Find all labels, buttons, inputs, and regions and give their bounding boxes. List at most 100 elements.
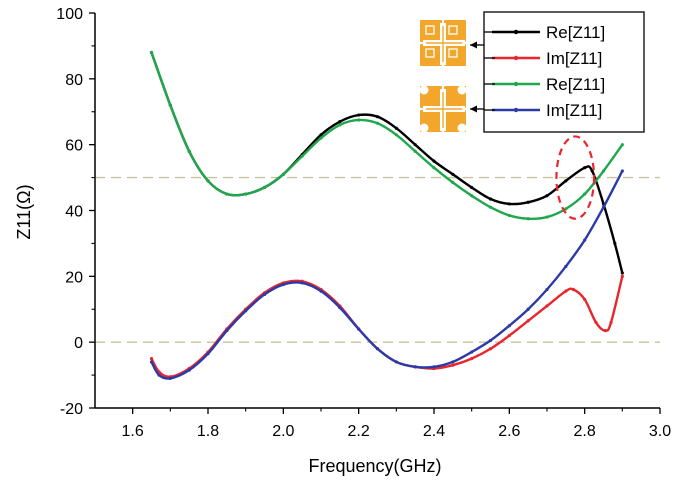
series-3-point-14 — [394, 360, 398, 364]
series-3-point-22 — [545, 287, 549, 292]
series-3-point-20 — [507, 324, 511, 328]
series-3-point-5 — [225, 329, 229, 333]
series-0-point-26 — [613, 241, 617, 246]
y-tick-label-3: 40 — [65, 204, 83, 221]
antenna-element-icon-a-quadrant-2 — [420, 44, 442, 66]
y-tick-label-5: 80 — [65, 72, 83, 89]
y-tick-label-2: 20 — [65, 269, 83, 286]
antenna-element-icon-a-inner-2 — [425, 48, 435, 58]
series-2-point-8 — [300, 154, 304, 158]
series-3-point-25 — [601, 205, 606, 209]
series-layer — [149, 50, 624, 380]
legend-marker-1 — [513, 55, 519, 61]
legend-arrow-b-head — [470, 105, 477, 113]
y-tick-label-0: -20 — [60, 401, 83, 418]
series-2-point-22 — [564, 207, 568, 211]
series-2-point-3 — [206, 179, 210, 183]
series-0-point-9 — [319, 133, 323, 137]
series-1-point-21 — [526, 319, 530, 323]
series-1-point-18 — [470, 357, 474, 361]
series-3-point-17 — [451, 360, 455, 364]
series-3-point-3 — [187, 368, 191, 372]
series-2-point-25 — [620, 143, 624, 147]
x-tick-label-0: 1.6 — [122, 423, 144, 440]
series-2-point-7 — [281, 172, 285, 176]
series-3-point-11 — [338, 306, 342, 310]
series-3-point-16 — [432, 365, 436, 369]
series-2-point-6 — [262, 185, 267, 190]
series-3-point-26 — [620, 169, 624, 173]
antenna-element-icon-b-notch-1 — [457, 85, 467, 95]
antenna-element-icon-a — [420, 20, 466, 66]
series-3-point-8 — [281, 282, 285, 287]
legend-label-1: Im[Z11] — [546, 49, 602, 68]
legend: Re[Z11] Im[Z11] Re[Z11] Im[Z11] — [419, 11, 645, 133]
series-1-point-27 — [603, 329, 607, 333]
series-1-point-24 — [571, 287, 575, 292]
series-0-point-27 — [620, 271, 624, 275]
legend-label-0: Re[Z11] — [546, 23, 605, 42]
series-0-point-10 — [338, 120, 342, 124]
series-3-point-15 — [413, 365, 417, 369]
series-2-point-20 — [526, 217, 530, 221]
series-1-point-22 — [545, 304, 549, 308]
annotation-layer — [555, 135, 596, 220]
series-2-point-18 — [488, 205, 493, 209]
series-0-point-22 — [564, 179, 568, 183]
antenna-element-icon-a-quadrant-3 — [444, 44, 466, 66]
series-3 — [149, 169, 624, 380]
series-3-point-6 — [244, 309, 248, 313]
series-1-point-26 — [594, 320, 598, 325]
series-0-point-13 — [394, 126, 398, 130]
series-0-point-20 — [526, 200, 530, 204]
x-tick-label-1: 1.8 — [197, 423, 219, 440]
series-0-point-14 — [413, 143, 417, 147]
antenna-element-icon-a-inner-3 — [448, 48, 458, 58]
series-3-point-0 — [149, 360, 154, 364]
legend-label-3: Im[Z11] — [546, 101, 602, 120]
series-3-point-12 — [357, 327, 361, 331]
antenna-element-icon-b-notch-0 — [419, 85, 429, 95]
x-tick-label-7: 3.0 — [649, 423, 671, 440]
y-axis-title: Z11(Ω) — [14, 184, 34, 239]
series-1-point-23 — [564, 289, 568, 293]
series-2-point-16 — [451, 180, 455, 185]
y-tick-label-1: 0 — [74, 335, 83, 352]
series-2-point-23 — [583, 192, 587, 196]
series-2-point-4 — [225, 192, 229, 196]
legend-arrow-a-head — [470, 41, 477, 49]
series-3-point-18 — [470, 350, 474, 354]
x-tick-label-3: 2.2 — [348, 423, 370, 440]
axes: 1.6 1.8 2.0 2.2 2.4 2.6 2.8 3.0 -20 0 20 40 60 80 100 — [56, 6, 671, 440]
x-tick-label-2: 2.0 — [272, 423, 294, 440]
series-3-point-21 — [526, 307, 530, 311]
series-2-point-1 — [168, 103, 172, 107]
legend-marker-3 — [513, 107, 519, 113]
series-3-point-1 — [157, 373, 161, 377]
antenna-element-icon-b-notch-2 — [419, 123, 429, 133]
series-3-point-4 — [206, 352, 210, 356]
legend-marker-0 — [513, 29, 519, 35]
series-2-point-21 — [545, 215, 549, 219]
legend-marker-2 — [513, 81, 519, 87]
series-1-point-29 — [620, 274, 624, 278]
series-2-point-13 — [394, 133, 398, 137]
y-tick-label-6: 100 — [56, 6, 83, 23]
series-0-point-19 — [507, 202, 511, 206]
x-tick-label-6: 2.8 — [574, 423, 596, 440]
series-0-point-12 — [375, 115, 380, 119]
series-0-point-18 — [488, 197, 493, 201]
series-2-point-2 — [187, 149, 191, 153]
series-1-point-28 — [609, 320, 613, 325]
y-tick-label-4: 60 — [65, 138, 83, 155]
antenna-element-icon-a-quadrant-0 — [420, 20, 442, 42]
series-3-point-2 — [168, 376, 172, 380]
series-3-point-7 — [262, 292, 267, 297]
series-0-point-21 — [545, 194, 549, 198]
series-0-point-16 — [451, 172, 455, 176]
series-2-point-11 — [357, 118, 361, 122]
series-3-point-19 — [488, 338, 493, 343]
series-0-point-15 — [432, 159, 436, 163]
antenna-element-icon-a-inner-0 — [425, 25, 435, 35]
